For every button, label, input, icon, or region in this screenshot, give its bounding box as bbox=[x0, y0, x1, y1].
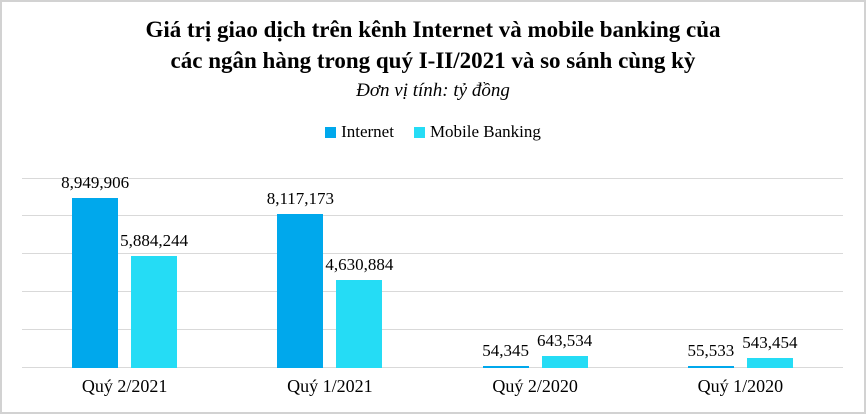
gridline bbox=[22, 253, 843, 254]
gridline bbox=[22, 291, 843, 292]
legend-marker-mobile-banking-icon bbox=[413, 126, 425, 138]
chart-title-line-2: các ngân hàng trong quý I-II/2021 và so … bbox=[170, 48, 696, 73]
internet-value-label: 8,949,906 bbox=[61, 172, 130, 192]
internet-bar bbox=[277, 213, 324, 368]
internet-value-label: 54,345 bbox=[482, 341, 529, 360]
plot-area: 8,949,906 5,884,244 Quý 2/2021 8,117,173 4,6… bbox=[22, 173, 843, 396]
x-axis-line bbox=[22, 367, 843, 368]
internet-value-label: 8,117,173 bbox=[266, 188, 335, 208]
mobile-banking-bar bbox=[746, 357, 793, 368]
mobile-banking-bar bbox=[541, 355, 588, 368]
gridline bbox=[22, 215, 843, 216]
internet-value-label: 55,533 bbox=[687, 341, 735, 360]
chart-legend: Internet Mobile Banking bbox=[2, 122, 864, 142]
category-group: 8,949,906 5,884,244 Quý 2/2021 bbox=[22, 173, 227, 396]
chart-title: Giá trị giao dịch trên kênh Internet và … bbox=[2, 14, 864, 104]
category-group: 54,345 643,534 Quý 2/2020 bbox=[433, 178, 638, 396]
legend-label-mobile-banking: Mobile Banking bbox=[429, 122, 541, 141]
mobile-banking-value-label: 5,884,244 bbox=[120, 231, 189, 251]
legend-label-internet: Internet bbox=[341, 122, 394, 141]
internet-bar bbox=[482, 366, 529, 368]
mobile-banking-value-label: 543,454 bbox=[742, 332, 798, 352]
category-label: Quý 2/2021 bbox=[81, 376, 168, 396]
category-group: 55,533 543,454 Quý 1/2020 bbox=[638, 178, 843, 396]
mobile-banking-bar bbox=[336, 280, 383, 368]
internet-bar bbox=[72, 197, 119, 368]
gridline bbox=[22, 329, 843, 330]
category-label: Quý 2/2020 bbox=[492, 376, 578, 396]
mobile-banking-value-label: 4,630,884 bbox=[325, 255, 394, 275]
mobile-banking-value-label: 643,534 bbox=[537, 330, 593, 350]
chart-subtitle: Đơn vị tính: tỷ đồng bbox=[356, 80, 510, 101]
category-label: Quý 1/2020 bbox=[697, 376, 784, 396]
mobile-banking-bar bbox=[131, 256, 178, 368]
category-label: Quý 1/2021 bbox=[287, 376, 373, 396]
chart-title-line-1: Giá trị giao dịch trên kênh Internet và … bbox=[145, 17, 721, 42]
internet-bar bbox=[687, 366, 734, 368]
gridline bbox=[22, 178, 843, 179]
legend-entry-mobile-banking: Mobile Banking bbox=[413, 122, 541, 142]
category-group: 8,117,173 4,630,884 Quý 1/2021 bbox=[227, 178, 432, 396]
legend-entry-internet: Internet bbox=[325, 122, 394, 142]
legend-marker-internet-icon bbox=[325, 126, 337, 138]
